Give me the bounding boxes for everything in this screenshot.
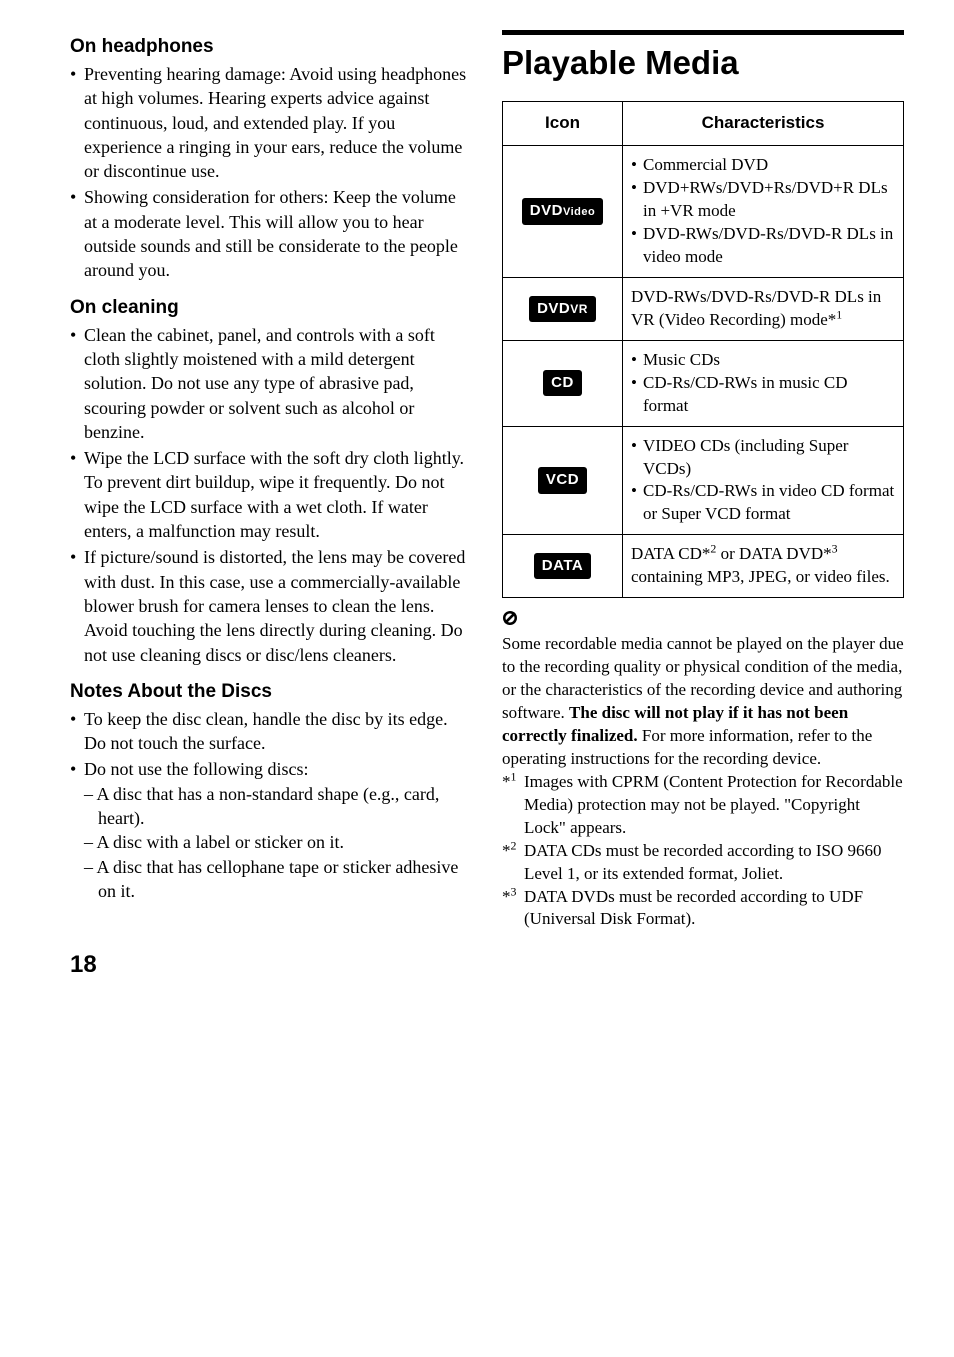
discs-list: To keep the disc clean, handle the disc … [70,707,472,903]
list-item: Clean the cabinet, panel, and controls w… [70,323,472,444]
footnote: *2 DATA CDs must be recorded according t… [502,840,904,886]
icon-sub: Video [563,206,595,218]
note-icon [502,610,904,631]
icon-cell: DVDVideo [503,146,623,278]
list-item: To keep the disc clean, handle the disc … [70,707,472,756]
page-container: On headphones Preventing hearing damage:… [0,0,954,1009]
data-icon: DATA [534,553,591,579]
playable-media-heading: Playable Media [502,45,904,81]
footnote-text: Images with CPRM (Content Protection for… [524,772,903,837]
icon-sub: VR [570,302,588,316]
cleaning-list: Clean the cabinet, panel, and controls w… [70,323,472,667]
table-row: DVDVideo Commercial DVD DVD+RWs/DVD+Rs/D… [503,146,904,278]
two-column-layout: On headphones Preventing hearing damage:… [70,30,904,931]
footnote: *1 Images with CPRM (Content Protection … [502,771,904,840]
right-column: Playable Media Icon Characteristics DVDV… [502,30,904,931]
forbidden-icon [502,610,518,626]
note-body: Some recordable media cannot be played o… [502,633,904,771]
cell-list-item: VIDEO CDs (including Super VCDs) [631,435,895,481]
discs-heading: Notes About the Discs [70,681,472,703]
cleaning-heading: On cleaning [70,297,472,319]
characteristics-cell: VIDEO CDs (including Super VCDs) CD-Rs/C… [623,426,904,535]
icon-main: DATA [542,557,583,574]
cell-text: DVD-RWs/DVD-Rs/DVD-R DLs in VR (Video Re… [631,287,881,329]
cell-list: Commercial DVD DVD+RWs/DVD+Rs/DVD+R DLs … [631,154,895,269]
cell-text-part: containing MP3, JPEG, or video files. [631,567,890,586]
sub-item: A disc with a label or sticker on it. [84,830,472,854]
cell-list-item: DVD+RWs/DVD+Rs/DVD+R DLs in +VR mode [631,177,895,223]
list-item-text: If picture/sound is distorted, the lens … [84,547,465,616]
section-top-rule [502,30,904,35]
icon-main: DVD [530,202,563,219]
table-row: DATA DATA CD*2 or DATA DVD*3 containing … [503,535,904,598]
icon-main: DVD [537,300,570,317]
footnote: *3 DATA DVDs must be recorded according … [502,886,904,932]
table-row: VCD VIDEO CDs (including Super VCDs) CD-… [503,426,904,535]
icon-cell: DATA [503,535,623,598]
cell-text-part: or DATA DVD* [716,544,831,563]
dvd-video-icon: DVDVideo [522,198,603,224]
characteristics-cell: DATA CD*2 or DATA DVD*3 containing MP3, … [623,535,904,598]
table-row: CD Music CDs CD-Rs/CD-RWs in music CD fo… [503,340,904,426]
footnote-marker: *3 [502,886,516,909]
list-item: If picture/sound is distorted, the lens … [70,545,472,666]
characteristics-cell: Music CDs CD-Rs/CD-RWs in music CD forma… [623,340,904,426]
list-item-continuation: Avoid touching the lens directly during … [84,618,472,667]
list-item: Do not use the following discs: A disc t… [70,757,472,903]
icon-cell: DVDVR [503,277,623,340]
footnote-marker: *1 [502,771,516,794]
icon-main: CD [551,374,574,391]
cell-list-item: CD-Rs/CD-RWs in video CD format or Super… [631,480,895,526]
footnote-text: DATA CDs must be recorded according to I… [524,841,881,883]
table-header-characteristics: Characteristics [623,102,904,146]
cell-list: Music CDs CD-Rs/CD-RWs in music CD forma… [631,349,895,418]
cell-list: VIDEO CDs (including Super VCDs) CD-Rs/C… [631,435,895,527]
left-column: On headphones Preventing hearing damage:… [70,30,472,931]
icon-cell: CD [503,340,623,426]
sub-item: A disc that has a non-standard shape (e.… [84,782,472,831]
footnote-marker: *2 [502,840,516,863]
footnote-ref: 3 [832,542,838,556]
footnote-text: DATA DVDs must be recorded according to … [524,887,863,929]
footnote-ref: 1 [836,307,842,321]
dvd-vr-icon: DVDVR [529,296,596,322]
cell-list-item: Commercial DVD [631,154,895,177]
cell-list-item: CD-Rs/CD-RWs in music CD format [631,372,895,418]
cell-text-part: DATA CD* [631,544,710,563]
list-item: Wipe the LCD surface with the soft dry c… [70,446,472,543]
cd-icon: CD [543,370,582,396]
icon-cell: VCD [503,426,623,535]
headphones-list: Preventing hearing damage: Avoid using h… [70,62,472,283]
sub-item: A disc that has cellophane tape or stick… [84,855,472,904]
cell-list-item: Music CDs [631,349,895,372]
vcd-icon: VCD [538,467,587,493]
table-header-icon: Icon [503,102,623,146]
table-header-row: Icon Characteristics [503,102,904,146]
list-item-text: Do not use the following discs: [84,759,308,779]
list-item: Preventing hearing damage: Avoid using h… [70,62,472,183]
table-row: DVDVR DVD-RWs/DVD-Rs/DVD-R DLs in VR (Vi… [503,277,904,340]
characteristics-cell: Commercial DVD DVD+RWs/DVD+Rs/DVD+R DLs … [623,146,904,278]
icon-main: VCD [546,471,579,488]
media-table: Icon Characteristics DVDVideo Commercial… [502,101,904,598]
cell-list-item: DVD-RWs/DVD-Rs/DVD-R DLs in video mode [631,223,895,269]
characteristics-cell: DVD-RWs/DVD-Rs/DVD-R DLs in VR (Video Re… [623,277,904,340]
page-number: 18 [70,951,904,979]
list-item: Showing consideration for others: Keep t… [70,185,472,282]
headphones-heading: On headphones [70,36,472,58]
